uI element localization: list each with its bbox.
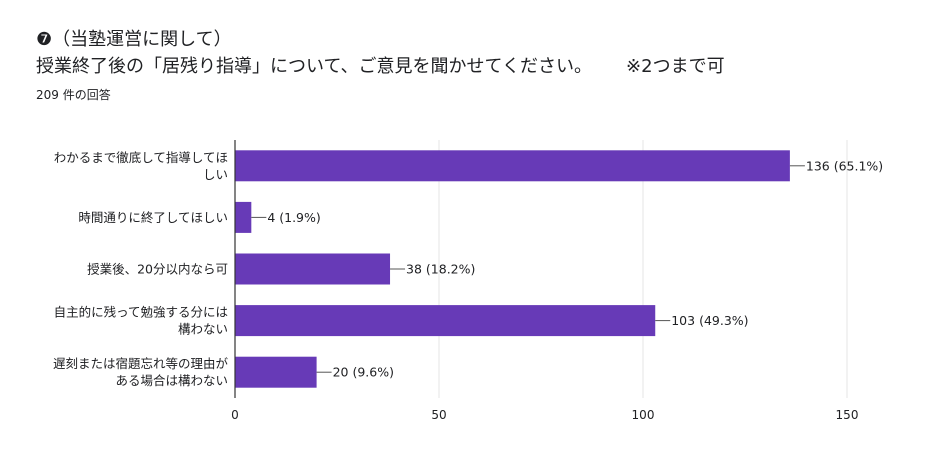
bar: [235, 305, 656, 337]
bar: [235, 356, 317, 388]
response-count: 209 件の回答: [36, 88, 111, 102]
data-label: 136 (65.1%): [806, 158, 883, 173]
x-tick-label: 100: [632, 408, 655, 422]
category-label: 遅刻または宿題忘れ等の理由がある場合は構わない: [53, 356, 229, 388]
data-label: 38 (18.2%): [406, 262, 475, 277]
category-label: 授業後、20分以内なら可: [87, 262, 228, 277]
bar: [235, 150, 790, 182]
question-text: 授業終了後の「居残り指導」について、ご意見を聞かせてください。: [36, 56, 593, 77]
question-note: ※2つまで可: [626, 56, 725, 77]
x-tick-label: 50: [431, 408, 446, 422]
data-label: 103 (49.3%): [671, 313, 748, 328]
bar: [235, 201, 252, 233]
question-text-line: 授業終了後の「居残り指導」について、ご意見を聞かせてください。 ※2つまで可: [36, 55, 926, 79]
question-header: ❼（当塾運営に関して） 授業終了後の「居残り指導」について、ご意見を聞かせてくだ…: [36, 28, 926, 103]
category-label: わかるまで徹底して指導してほしい: [54, 150, 228, 182]
category-label: 自主的に残って勉強する分には構わない: [54, 305, 228, 337]
question-number-title: ❼（当塾運営に関して）: [36, 29, 232, 50]
data-label: 4 (1.9%): [267, 210, 320, 225]
data-label: 20 (9.6%): [333, 365, 394, 380]
x-tick-label: 150: [836, 408, 859, 422]
category-label: 時間通りに終了してほしい: [78, 210, 228, 225]
bar: [235, 253, 391, 285]
x-tick-label: 0: [231, 408, 239, 422]
